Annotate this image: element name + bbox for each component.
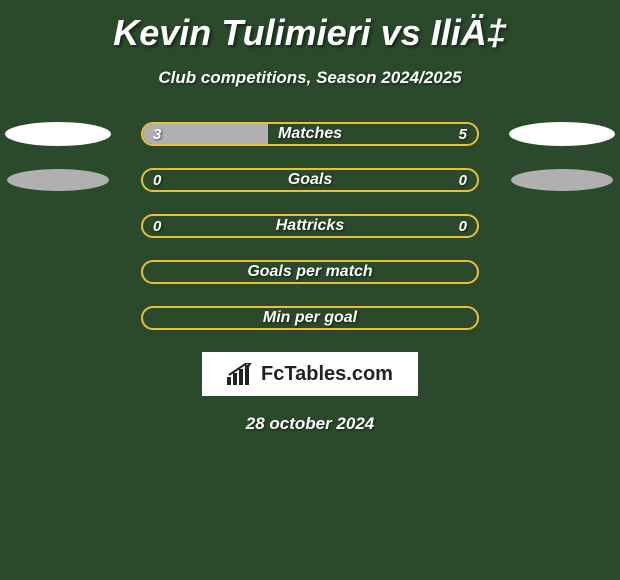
stat-row: 3Matches5 — [0, 122, 620, 146]
right-indicator — [507, 260, 617, 284]
left-indicator — [3, 260, 113, 284]
ellipse-icon — [7, 169, 109, 191]
stat-row: Min per goal — [0, 306, 620, 330]
stat-bar: Min per goal — [141, 306, 479, 330]
left-indicator — [3, 214, 113, 238]
page-subtitle: Club competitions, Season 2024/2025 — [0, 68, 620, 88]
chart-icon — [227, 363, 255, 385]
right-indicator — [507, 214, 617, 238]
metric-label: Matches — [143, 125, 477, 143]
metric-label: Min per goal — [143, 309, 477, 327]
left-indicator — [3, 306, 113, 330]
stat-bar: 0Goals0 — [141, 168, 479, 192]
stat-bar: 3Matches5 — [141, 122, 479, 146]
site-logo: FcTables.com — [202, 352, 418, 396]
stat-bar: Goals per match — [141, 260, 479, 284]
ellipse-icon — [511, 169, 613, 191]
snapshot-date: 28 october 2024 — [0, 414, 620, 434]
stat-row: 0Goals0 — [0, 168, 620, 192]
metric-label: Goals — [143, 171, 477, 189]
right-indicator — [507, 122, 617, 146]
stat-row: Goals per match — [0, 260, 620, 284]
stat-bar: 0Hattricks0 — [141, 214, 479, 238]
page-title: Kevin Tulimieri vs IliÄ‡ — [0, 0, 620, 54]
comparison-rows: 3Matches5 0Goals0 0Hattricks0 Goals per mat… — [0, 122, 620, 330]
right-indicator — [507, 168, 617, 192]
metric-label: Goals per match — [143, 263, 477, 281]
logo-text: FcTables.com — [261, 363, 393, 386]
metric-label: Hattricks — [143, 217, 477, 235]
ellipse-icon — [509, 122, 615, 146]
ellipse-icon — [5, 122, 111, 146]
right-indicator — [507, 306, 617, 330]
left-indicator — [3, 168, 113, 192]
left-indicator — [3, 122, 113, 146]
stat-row: 0Hattricks0 — [0, 214, 620, 238]
